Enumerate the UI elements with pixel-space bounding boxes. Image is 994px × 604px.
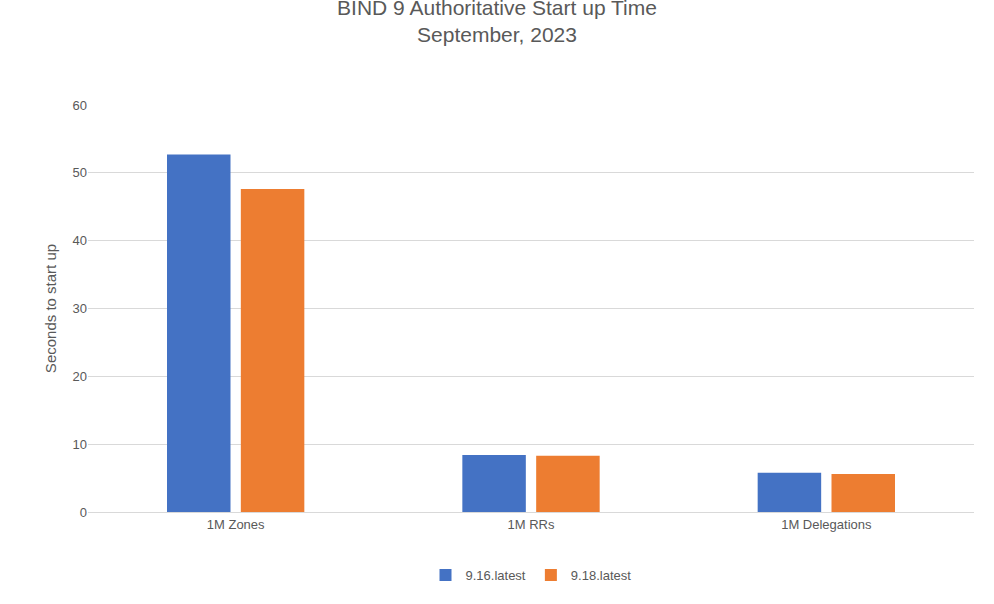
svg-text:1M RRs: 1M RRs xyxy=(508,517,555,532)
svg-text:9.16.latest: 9.16.latest xyxy=(466,568,526,583)
svg-text:Seconds to start up: Seconds to start up xyxy=(42,244,59,373)
svg-text:60: 60 xyxy=(73,98,87,113)
svg-text:40: 40 xyxy=(73,233,87,248)
svg-text:30: 30 xyxy=(73,301,87,316)
svg-text:1M Delegations: 1M Delegations xyxy=(781,517,872,532)
svg-text:1M Zones: 1M Zones xyxy=(207,517,265,532)
svg-text:0: 0 xyxy=(80,505,87,520)
svg-text:20: 20 xyxy=(73,369,87,384)
svg-text:9.18.latest: 9.18.latest xyxy=(571,568,631,583)
svg-text:BIND 9 Authoritative Start up: BIND 9 Authoritative Start up TimeSeptem… xyxy=(337,0,657,46)
svg-text:50: 50 xyxy=(73,165,87,180)
svg-text:10: 10 xyxy=(73,437,87,452)
